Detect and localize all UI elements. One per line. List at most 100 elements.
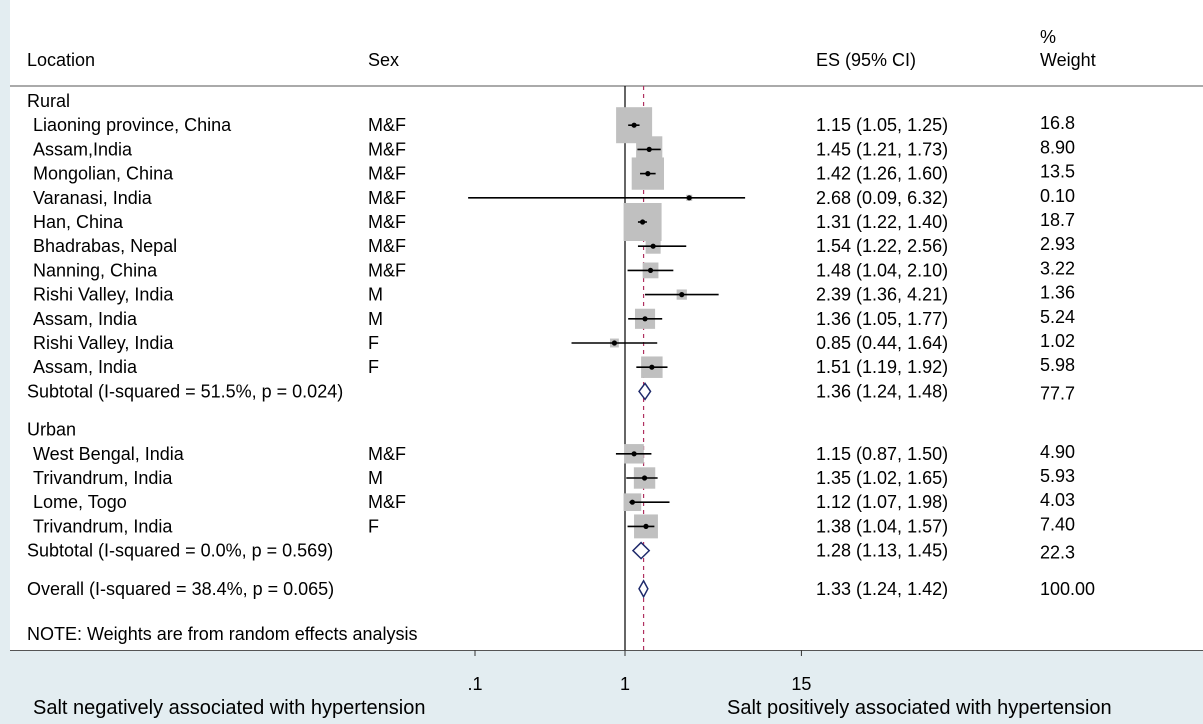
forest-marks bbox=[468, 107, 746, 599]
point-estimate bbox=[642, 316, 648, 322]
study-location: Rishi Valley, India bbox=[33, 285, 174, 305]
left-margin-panel bbox=[0, 0, 10, 650]
study-weight: 16.8 bbox=[1040, 113, 1075, 133]
study-sex: M&F bbox=[368, 188, 406, 208]
x-axis: .1 1 15 bbox=[467, 650, 811, 694]
subtotal-label: Subtotal (I-squared = 0.0%, p = 0.569) bbox=[27, 541, 333, 561]
axis-panel bbox=[0, 650, 1203, 724]
study-weight: 2.93 bbox=[1040, 234, 1075, 254]
study-es: 2.68 (0.09, 6.32) bbox=[816, 188, 948, 208]
study-weight: 8.90 bbox=[1040, 137, 1075, 157]
study-sex: M bbox=[368, 285, 383, 305]
subtotal-weight: 22.3 bbox=[1040, 543, 1075, 563]
subtotal-diamond bbox=[638, 382, 652, 401]
study-location: Liaoning province, China bbox=[33, 115, 232, 135]
x-tick-label: 15 bbox=[791, 674, 811, 694]
point-estimate bbox=[611, 340, 618, 346]
study-sex: M bbox=[368, 309, 383, 329]
row-labels: Rural Liaoning province, China M&F 1.15 (1.… bbox=[27, 91, 1095, 599]
study-sex: F bbox=[368, 333, 379, 353]
study-weight: 5.24 bbox=[1040, 307, 1075, 327]
study-es: 1.45 (1.21, 1.73) bbox=[816, 139, 948, 159]
study-es: 0.85 (0.44, 1.64) bbox=[816, 333, 948, 353]
study-es: 2.39 (1.36, 4.21) bbox=[816, 285, 948, 305]
study-es: 1.38 (1.04, 1.57) bbox=[816, 516, 948, 536]
study-es: 1.42 (1.26, 1.60) bbox=[816, 164, 948, 184]
subtotal-weight: 77.7 bbox=[1040, 383, 1075, 403]
study-location: Assam, India bbox=[33, 357, 138, 377]
overall-weight: 100.00 bbox=[1040, 579, 1095, 599]
study-location: Bhadrabas, Nepal bbox=[33, 236, 177, 256]
study-sex: M&F bbox=[368, 115, 406, 135]
point-estimate bbox=[650, 243, 656, 249]
study-location: Assam, India bbox=[33, 309, 138, 329]
study-location: Nanning, China bbox=[33, 260, 158, 280]
study-location: Trivandrum, India bbox=[33, 468, 173, 488]
overall-es: 1.33 (1.24, 1.42) bbox=[816, 579, 948, 599]
overall-diamond bbox=[638, 579, 649, 599]
header-weight-pct: % bbox=[1040, 27, 1056, 47]
point-estimate bbox=[649, 364, 655, 370]
study-location: Assam,India bbox=[33, 139, 133, 159]
group-label: Urban bbox=[27, 420, 76, 440]
header-weight: Weight bbox=[1040, 50, 1096, 70]
subtotal-diamond bbox=[631, 541, 651, 560]
plot-area bbox=[10, 0, 1203, 650]
study-location: West Bengal, India bbox=[33, 444, 185, 464]
x-tick-label: .1 bbox=[467, 674, 482, 694]
point-estimate bbox=[646, 146, 652, 152]
study-weight: 5.98 bbox=[1040, 355, 1075, 375]
study-weight: 5.93 bbox=[1040, 466, 1075, 486]
header-sex: Sex bbox=[368, 50, 399, 70]
study-es: 1.48 (1.04, 2.10) bbox=[816, 260, 948, 280]
x-tick-label: 1 bbox=[620, 674, 630, 694]
plot-bottom-border bbox=[10, 650, 1203, 651]
study-es: 1.51 (1.19, 1.92) bbox=[816, 357, 948, 377]
study-sex: M&F bbox=[368, 492, 406, 512]
study-sex: M&F bbox=[368, 164, 406, 184]
overall-label: Overall (I-squared = 38.4%, p = 0.065) bbox=[27, 579, 334, 599]
point-estimate bbox=[639, 219, 646, 225]
study-es: 1.54 (1.22, 2.56) bbox=[816, 236, 948, 256]
study-location: Rishi Valley, India bbox=[33, 333, 174, 353]
subtotal-es: 1.28 (1.13, 1.45) bbox=[816, 541, 948, 561]
study-weight: 13.5 bbox=[1040, 162, 1075, 182]
study-weight: 4.03 bbox=[1040, 490, 1075, 510]
study-sex: F bbox=[368, 516, 379, 536]
study-location: Han, China bbox=[33, 212, 124, 232]
x-label-left: Salt negatively associated with hyperten… bbox=[33, 697, 425, 719]
point-estimate bbox=[629, 499, 635, 505]
point-estimate bbox=[643, 523, 649, 530]
study-es: 1.35 (1.02, 1.65) bbox=[816, 468, 948, 488]
study-weight: 18.7 bbox=[1040, 210, 1075, 230]
study-weight: 4.90 bbox=[1040, 442, 1075, 462]
subtotal-es: 1.36 (1.24, 1.48) bbox=[816, 381, 948, 401]
study-location: Mongolian, China bbox=[33, 164, 174, 184]
point-estimate bbox=[641, 475, 648, 481]
header-es: ES (95% CI) bbox=[816, 50, 916, 70]
x-label-right: Salt positively associated with hyperten… bbox=[727, 697, 1112, 719]
study-sex: M&F bbox=[368, 260, 406, 280]
study-es: 1.36 (1.05, 1.77) bbox=[816, 309, 948, 329]
study-es: 1.15 (1.05, 1.25) bbox=[816, 115, 948, 135]
point-estimate bbox=[631, 451, 637, 457]
header-location: Location bbox=[27, 50, 95, 70]
study-location: Trivandrum, India bbox=[33, 516, 173, 536]
group-label: Rural bbox=[27, 91, 70, 111]
study-es: 1.31 (1.22, 1.40) bbox=[816, 212, 948, 232]
study-sex: M&F bbox=[368, 139, 406, 159]
study-es: 1.15 (0.87, 1.50) bbox=[816, 444, 948, 464]
study-weight: 1.36 bbox=[1040, 283, 1075, 303]
subtotal-label: Subtotal (I-squared = 51.5%, p = 0.024) bbox=[27, 381, 343, 401]
study-location: Varanasi, India bbox=[33, 188, 153, 208]
point-estimate bbox=[631, 122, 637, 128]
study-weight: 7.40 bbox=[1040, 514, 1075, 534]
study-sex: F bbox=[368, 357, 379, 377]
study-sex: M&F bbox=[368, 444, 406, 464]
study-weight: 1.02 bbox=[1040, 331, 1075, 351]
study-weight: 0.10 bbox=[1040, 186, 1075, 206]
study-sex: M bbox=[368, 468, 383, 488]
point-estimate bbox=[679, 292, 685, 298]
footnote: NOTE: Weights are from random effects an… bbox=[27, 624, 417, 644]
